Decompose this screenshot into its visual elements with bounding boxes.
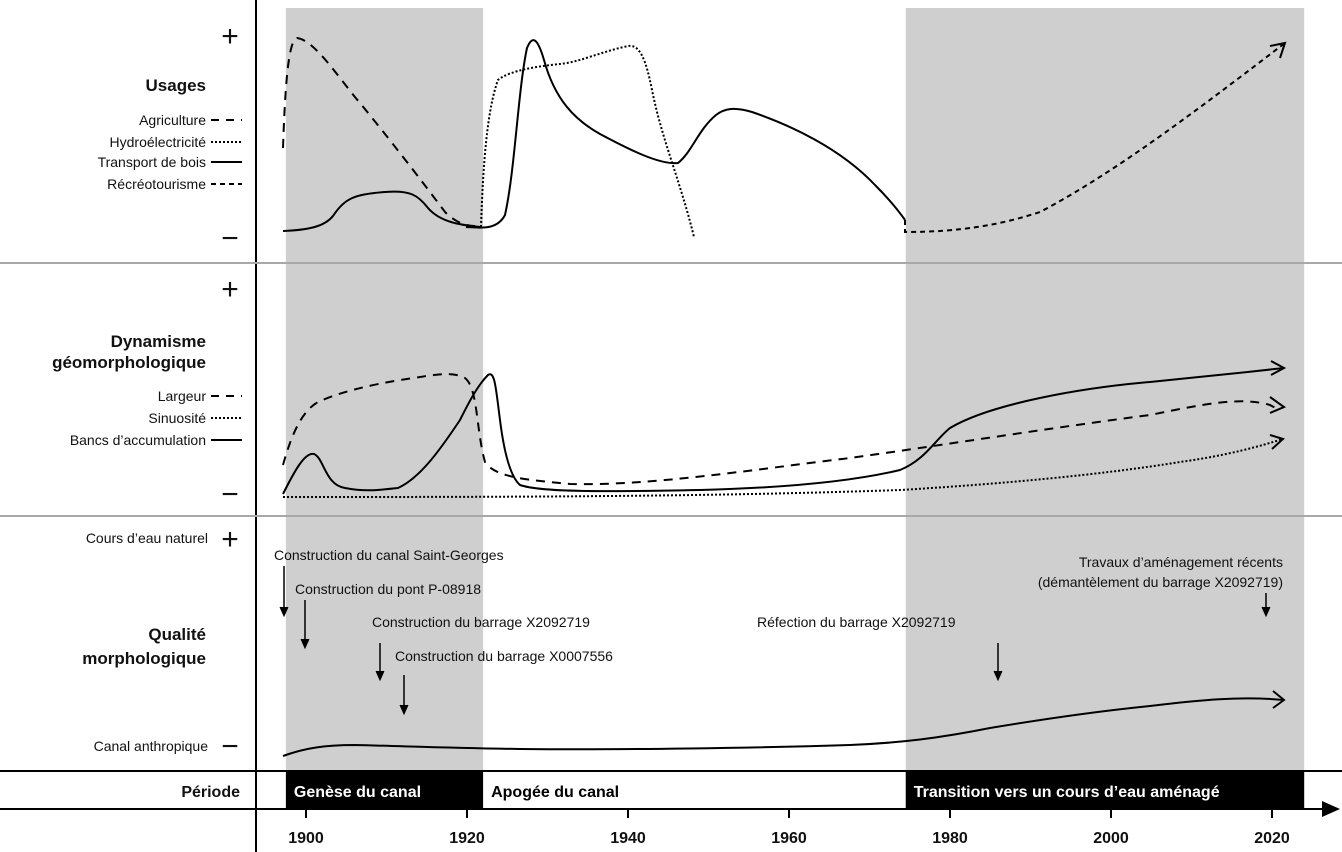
event-pont-arrowhead	[300, 638, 310, 650]
qualite-panel: Cours d’eau naturel + Qualité morphologi…	[82, 523, 1286, 763]
qualite-title-line2: morphologique	[82, 649, 206, 668]
dynamisme-plus-sign: +	[221, 273, 239, 306]
event-pont-label: Construction du pont P-08918	[295, 581, 481, 597]
x-tick-label-4: 1980	[932, 830, 968, 847]
period-shading-2	[905, 8, 1305, 771]
transport-bois-curve-early	[282, 190, 481, 232]
dynamisme-minus-sign: −	[221, 478, 239, 511]
x-axis-ticks: 1900 1920 1940 1960 1980 2000 2020	[288, 809, 1290, 847]
qualite-arrowhead	[1272, 690, 1286, 709]
event-travaux-label-line1: Travaux d’aménagement récents	[1079, 554, 1283, 570]
qualite-title-line1: Qualité	[148, 625, 206, 644]
event-barrage2-arrowhead	[399, 704, 409, 716]
period-row-label: Période	[181, 784, 240, 801]
event-barrage2-label: Construction du barrage X0007556	[395, 648, 613, 664]
x-tick-label-1: 1920	[449, 830, 485, 847]
time-axis-arrowhead	[1322, 801, 1340, 817]
x-tick-label-6: 2020	[1254, 830, 1290, 847]
transport-bois-curve	[465, 39, 906, 229]
usages-title: Usages	[146, 76, 206, 95]
event-refection-label: Réfection du barrage X2092719	[757, 614, 956, 630]
legend-bancs-accumulation: Bancs d’accumulation	[70, 432, 206, 448]
x-tick-label-3: 1960	[771, 830, 807, 847]
x-tick-label-5: 2000	[1093, 830, 1129, 847]
x-tick-label-0: 1900	[288, 830, 324, 847]
event-travaux-arrowhead	[1261, 606, 1271, 618]
period-bar-0	[285, 772, 484, 808]
event-barrage1-label: Construction du barrage X2092719	[372, 614, 590, 630]
qualite-curve	[282, 697, 1285, 757]
x-tick-label-2: 1940	[610, 830, 646, 847]
qualite-bottom-label: Canal anthropique	[94, 738, 209, 754]
largeur-curve	[282, 373, 1285, 486]
legend-agriculture: Agriculture	[139, 112, 206, 128]
bancs-accumulation-curve	[282, 367, 1285, 495]
sinuosite-arrowhead	[1269, 434, 1285, 450]
event-barrage1-arrowhead	[375, 670, 385, 682]
legend-recreotourisme: Récréotourisme	[107, 176, 206, 192]
period-label-2: Transition vers un cours d’eau aménagé	[914, 784, 1220, 801]
dynamisme-panel: + − Dynamisme géomorphologique Largeur S…	[52, 273, 1287, 511]
sinuosite-curve	[282, 438, 1284, 498]
event-canal-arrowhead	[279, 606, 289, 618]
qualite-minus-sign: −	[221, 730, 239, 763]
event-refection-arrowhead	[993, 670, 1003, 682]
recreotourisme-curve	[904, 42, 1286, 234]
legend-largeur: Largeur	[158, 388, 207, 404]
period-bars: Genèse du canal Apogée du canal Transition…	[285, 772, 1305, 808]
event-travaux-label-line2: (démantèlement du barrage X2092719)	[1038, 574, 1283, 590]
recreotourisme-arrowhead	[1269, 41, 1287, 59]
usages-plus-sign: +	[221, 20, 239, 53]
bancs-arrowhead	[1270, 360, 1287, 376]
qualite-top-label: Cours d’eau naturel	[86, 530, 208, 546]
period-label-1: Apogée du canal	[491, 784, 619, 801]
period-bar-2	[905, 772, 1305, 808]
usages-panel: + − Usages Agriculture Hydroélectricité …	[98, 20, 1287, 255]
hydroelectricite-curve	[480, 44, 695, 238]
legend-transport-bois: Transport de bois	[98, 154, 206, 170]
dynamisme-title-line2: géomorphologique	[52, 353, 206, 372]
period-shading-0	[285, 8, 484, 771]
period-label-0: Genèse du canal	[294, 784, 421, 801]
legend-hydroelectricite: Hydroélectricité	[110, 134, 207, 150]
legend-sinuosite: Sinuosité	[148, 410, 206, 426]
event-canal-label: Construction du canal Saint-Georges	[274, 547, 504, 563]
largeur-arrowhead	[1269, 396, 1287, 414]
dynamisme-title-line1: Dynamisme	[111, 332, 206, 351]
usages-minus-sign: −	[221, 222, 239, 255]
period-shading	[285, 8, 1305, 771]
qualite-plus-sign: +	[221, 523, 239, 556]
